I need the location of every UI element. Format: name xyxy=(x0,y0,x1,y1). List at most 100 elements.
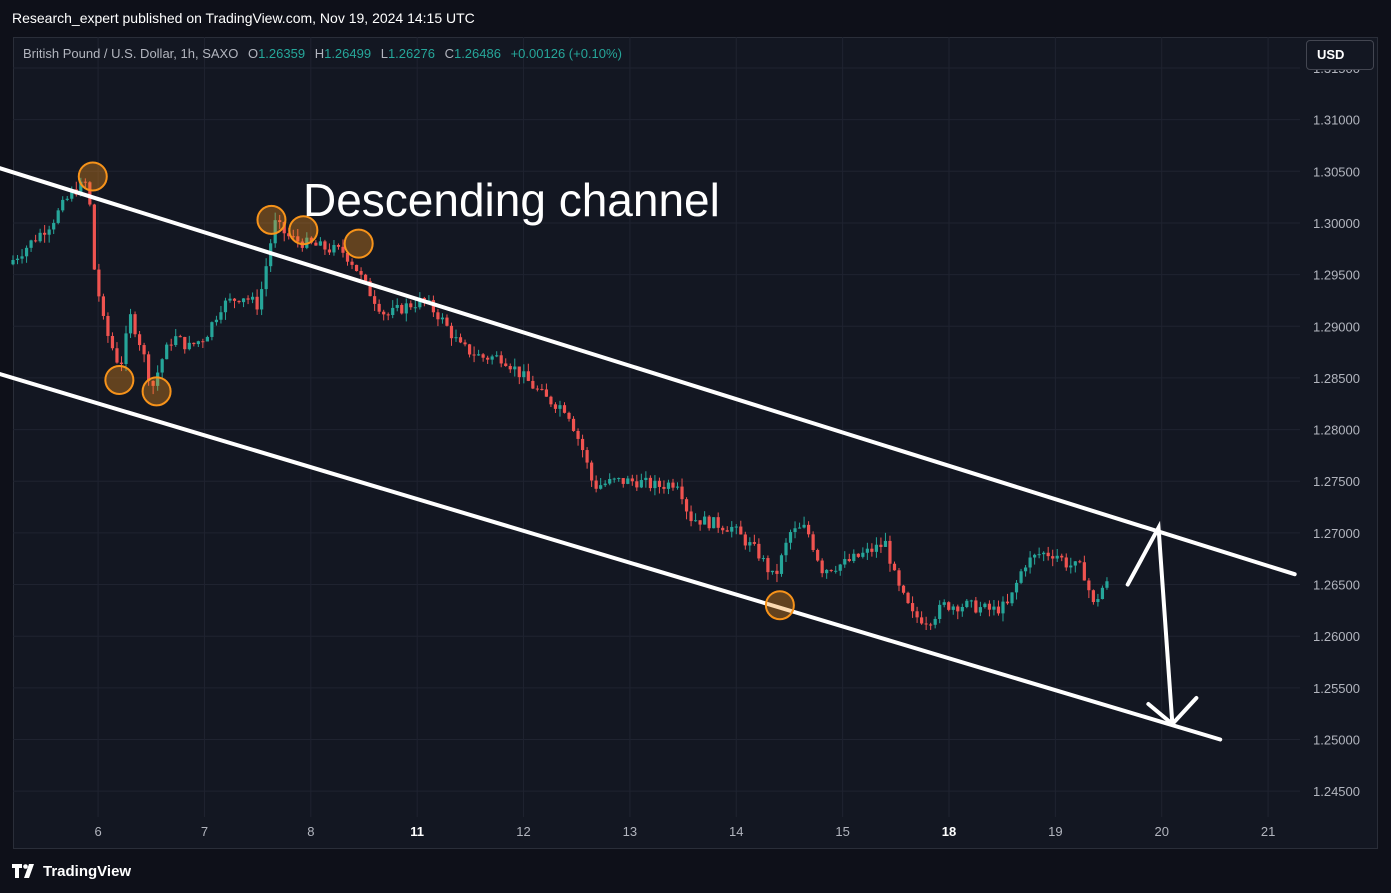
candle-body xyxy=(612,478,616,480)
open-label: O xyxy=(247,46,259,61)
candle-body xyxy=(1082,562,1086,581)
candle-body xyxy=(65,198,69,200)
currency-button[interactable]: USD xyxy=(1306,40,1374,70)
time-axis[interactable]: 6 7 8 11 12 13 14 15 18 19 20 21 xyxy=(94,824,1275,839)
candle-body xyxy=(879,544,883,547)
candle-body xyxy=(454,337,458,339)
candle-body xyxy=(115,348,119,363)
candle-body xyxy=(938,604,942,619)
candle-body xyxy=(617,478,621,480)
candle-body xyxy=(34,240,38,242)
candle-body xyxy=(856,553,860,557)
candle-body xyxy=(291,236,295,238)
candle-body xyxy=(562,405,567,413)
candle-body xyxy=(553,404,558,409)
candle-body xyxy=(354,264,359,272)
candle-body xyxy=(345,252,350,262)
candle-body xyxy=(978,607,982,613)
candle-body xyxy=(540,388,544,390)
candle-body xyxy=(228,298,232,301)
candle-body xyxy=(214,319,219,323)
candle-body xyxy=(1096,599,1100,603)
candle-body xyxy=(590,462,594,481)
candle-body xyxy=(599,485,603,489)
candle-body xyxy=(409,303,413,308)
candle-body xyxy=(142,345,146,355)
candle-body xyxy=(490,356,494,360)
candle-body xyxy=(644,477,648,481)
candle-body xyxy=(838,564,842,571)
candle-body xyxy=(626,478,630,484)
candle-body xyxy=(1010,592,1014,604)
candle-body xyxy=(811,534,815,550)
y-tick-label: 1.30000 xyxy=(1313,216,1360,231)
candle-body xyxy=(635,481,639,488)
candle-body xyxy=(797,527,802,529)
candle-body xyxy=(793,528,797,533)
candle-body xyxy=(671,482,675,488)
touch-marker xyxy=(104,364,135,395)
candle-body xyxy=(716,517,720,528)
x-tick-label: 11 xyxy=(410,824,424,839)
candle-body xyxy=(287,233,291,237)
candle-body xyxy=(187,342,191,350)
candle-body xyxy=(703,516,707,525)
x-tick-label: 8 xyxy=(307,824,314,839)
candle-body xyxy=(992,606,996,610)
candle-body xyxy=(621,478,625,484)
symbol-legend: British Pound / U.S. Dollar, 1h, SAXO O1… xyxy=(23,46,622,61)
x-tick-label: 12 xyxy=(516,824,530,839)
y-tick-label: 1.29000 xyxy=(1313,319,1360,334)
candle-body xyxy=(535,388,539,390)
price-axis[interactable]: 1.315001.310001.305001.300001.295001.290… xyxy=(1313,61,1360,799)
candle-body xyxy=(788,532,793,543)
candle-body xyxy=(110,335,115,349)
candle-body xyxy=(205,336,209,342)
candle-body xyxy=(915,611,919,618)
candle-body xyxy=(517,366,521,378)
candle-body xyxy=(693,520,698,522)
touch-marker xyxy=(77,161,108,192)
candle-body xyxy=(526,371,530,381)
x-tick-label: 6 xyxy=(94,824,101,839)
candle-body xyxy=(689,511,693,522)
candle-body xyxy=(201,341,205,343)
candle-body xyxy=(870,548,874,552)
candle-body xyxy=(260,289,264,310)
candle-body xyxy=(698,520,702,525)
candle-body xyxy=(404,303,408,314)
publish-info: Research_expert published on TradingView… xyxy=(12,10,475,26)
candle-body xyxy=(223,300,228,313)
y-tick-label: 1.25500 xyxy=(1313,681,1360,696)
high-label: H xyxy=(314,46,325,61)
x-tick-label: 20 xyxy=(1154,824,1168,839)
candle-body xyxy=(983,603,987,608)
y-tick-label: 1.29500 xyxy=(1313,268,1360,283)
y-tick-label: 1.31000 xyxy=(1313,113,1360,128)
x-tick-label: 7 xyxy=(201,824,208,839)
candle-body xyxy=(436,312,440,320)
projection-path xyxy=(1125,520,1175,727)
candle-body xyxy=(1105,581,1109,588)
candle-body xyxy=(684,499,689,512)
candle-body xyxy=(363,274,368,282)
x-tick-label: 13 xyxy=(623,824,637,839)
candle-body xyxy=(391,307,395,316)
candle-body xyxy=(486,357,490,360)
tradingview-logo[interactable]: TradingView xyxy=(12,862,131,880)
candle-body xyxy=(151,380,155,386)
candle-body xyxy=(784,542,788,556)
candle-body xyxy=(734,526,738,528)
candle-body xyxy=(766,558,770,573)
candle-body xyxy=(752,542,756,544)
candle-body xyxy=(314,242,318,246)
candle-body xyxy=(210,322,214,337)
candle-body xyxy=(400,304,404,314)
candle-body xyxy=(499,355,503,364)
candle-body xyxy=(816,549,820,561)
candle-body xyxy=(56,210,60,223)
candle-body xyxy=(422,297,426,301)
candle-body xyxy=(192,342,196,345)
channel-lines xyxy=(0,166,1297,742)
